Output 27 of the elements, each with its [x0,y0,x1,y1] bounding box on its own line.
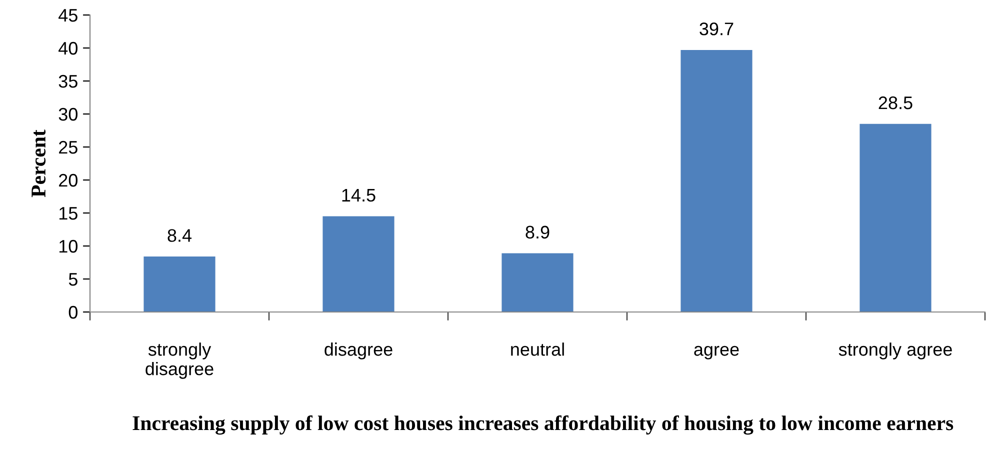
bar [680,50,752,312]
bar [322,216,394,312]
data-label: 39.7 [700,22,734,36]
data-label: 28.5 [878,96,912,110]
y-tick-label: 35 [58,74,78,88]
x-tick-label: strongly disagree [146,342,214,379]
data-label: 14.5 [342,189,376,202]
y-tick-label: 45 [58,9,78,22]
y-tick-label: 40 [58,42,78,55]
x-axis-title: Increasing supply of low cost houses increases affordability of housing to low income earners [132,415,954,435]
x-tick-label: disagree [324,342,392,360]
y-tick-label: 20 [59,174,78,187]
bar [860,124,932,312]
bar [144,256,216,312]
y-tick-label: 30 [58,108,78,121]
bar [502,253,574,312]
y-tick-label: 25 [59,140,78,154]
x-tick-label: strongly agree [838,342,952,360]
data-label: 8.4 [168,229,192,242]
data-label: 8.9 [526,226,550,239]
y-axis-title: Percent [32,130,46,198]
y-tick-label: 10 [59,240,78,253]
x-tick-label: agree [694,346,739,360]
x-tick-label: neutral [511,342,564,356]
y-tick-label: 0 [68,306,78,319]
y-tick-label: 5 [68,273,78,286]
y-tick-label: 15 [59,207,78,220]
